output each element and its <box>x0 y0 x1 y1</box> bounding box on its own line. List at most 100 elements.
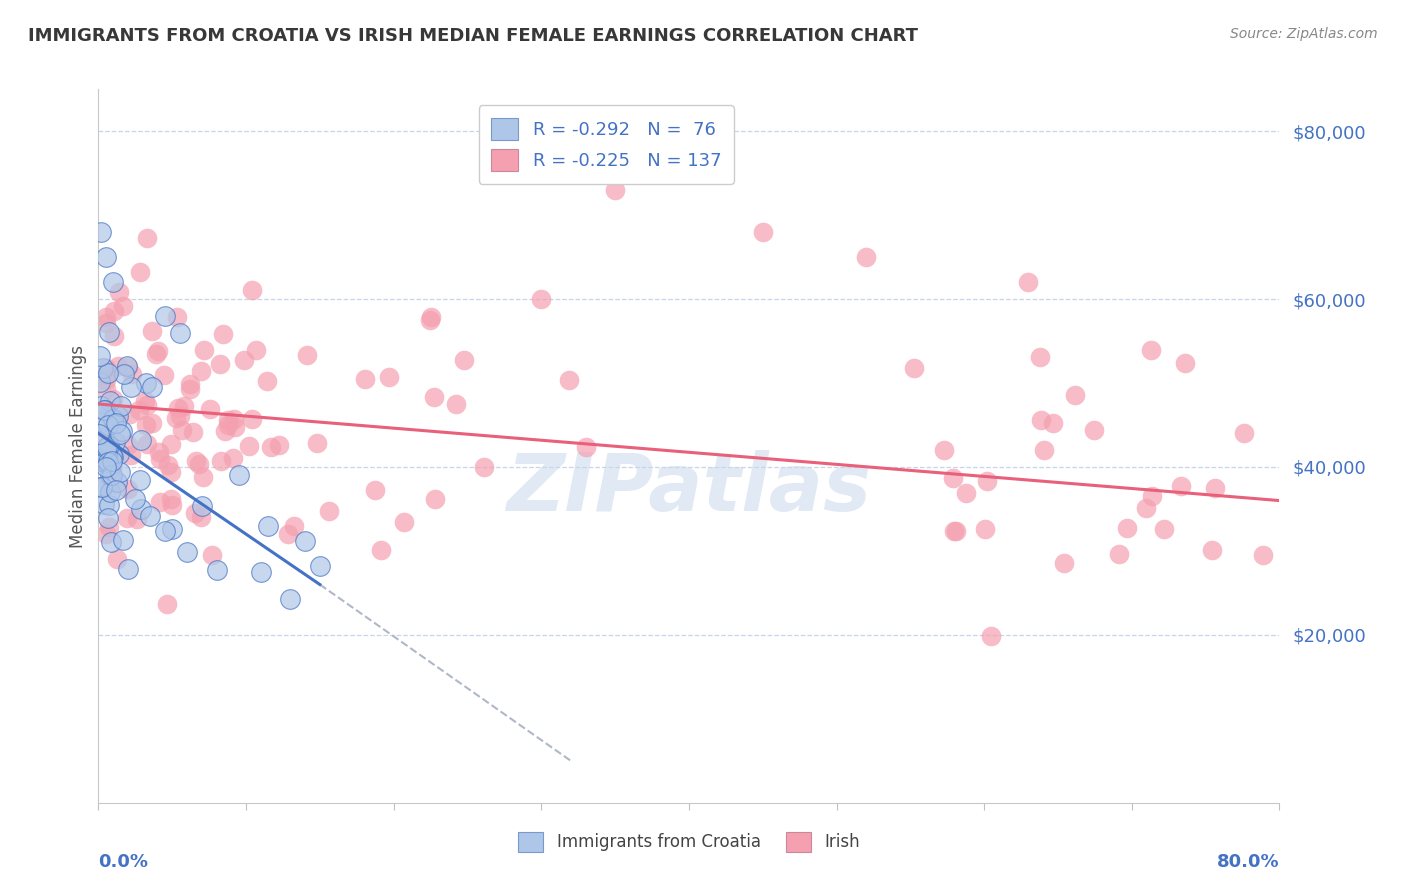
Point <box>1135 500 1157 515</box>
Point <box>96 427 118 442</box>
Text: IMMIGRANTS FROM CROATIA VS IRISH MEDIAN FEMALE EARNINGS CORRELATION CHART: IMMIGRANTS FROM CROATIA VS IRISH MEDIAN … <box>28 27 918 45</box>
Point <box>1204 481 1226 495</box>
Point <box>141 324 163 338</box>
Point <box>93 497 115 511</box>
Point <box>224 419 246 434</box>
Point <box>238 439 260 453</box>
Point <box>117 510 139 524</box>
Point <box>110 399 132 413</box>
Point <box>1233 426 1256 441</box>
Point <box>184 506 207 520</box>
Point <box>1108 548 1130 562</box>
Point <box>280 592 302 607</box>
Point <box>191 499 214 513</box>
Point <box>107 409 129 423</box>
Point <box>190 510 212 524</box>
Point <box>903 361 925 376</box>
Point <box>294 533 316 548</box>
Point <box>105 417 128 431</box>
Point <box>156 458 179 472</box>
Point <box>980 629 1002 643</box>
Point <box>160 466 183 480</box>
Point <box>209 454 232 468</box>
Point <box>1053 556 1076 570</box>
Point <box>97 418 120 433</box>
Point <box>217 412 239 426</box>
Point <box>295 348 318 362</box>
Point <box>193 343 215 357</box>
Point <box>153 524 176 538</box>
Point <box>1042 416 1064 430</box>
Point <box>91 415 114 429</box>
Point <box>96 441 118 455</box>
Point <box>1174 356 1197 370</box>
Point <box>125 512 148 526</box>
Point <box>165 410 187 425</box>
Point <box>120 448 142 462</box>
Point <box>176 545 198 559</box>
Point <box>973 522 995 536</box>
Point <box>105 552 128 566</box>
Legend: Immigrants from Croatia, Irish: Immigrants from Croatia, Irish <box>512 825 866 859</box>
Point <box>117 437 139 451</box>
Point <box>97 366 120 380</box>
Point <box>370 542 392 557</box>
Point <box>211 326 233 341</box>
Point <box>91 479 114 493</box>
Point <box>96 452 118 467</box>
Text: 0.0%: 0.0% <box>98 853 149 871</box>
Point <box>149 495 172 509</box>
Point <box>129 502 152 516</box>
Point <box>1116 521 1139 535</box>
Point <box>103 275 125 289</box>
Point <box>179 376 201 391</box>
Point <box>955 485 977 500</box>
Point <box>1139 343 1161 358</box>
Point <box>128 403 150 417</box>
Point <box>159 437 181 451</box>
Point <box>89 427 111 442</box>
Point <box>103 412 125 426</box>
Point <box>120 380 142 394</box>
Point <box>472 460 495 475</box>
Point <box>153 309 176 323</box>
Point <box>160 498 183 512</box>
Point <box>100 485 122 500</box>
Point <box>91 360 114 375</box>
Point <box>139 508 162 523</box>
Point <box>269 437 291 451</box>
Point <box>98 468 121 483</box>
Point <box>378 369 401 384</box>
Point <box>111 424 134 438</box>
Point <box>141 416 163 430</box>
Point <box>124 491 146 506</box>
Point <box>89 480 111 494</box>
Point <box>1142 490 1164 504</box>
Point <box>100 449 122 463</box>
Point <box>89 450 111 464</box>
Point <box>200 402 222 417</box>
Point <box>217 418 239 433</box>
Point <box>305 435 328 450</box>
Point <box>104 434 127 449</box>
Point <box>934 442 956 457</box>
Point <box>156 597 179 611</box>
Point <box>148 343 170 358</box>
Point <box>179 382 201 396</box>
Point <box>100 454 122 468</box>
Point <box>855 250 877 264</box>
Point <box>233 353 256 368</box>
Point <box>129 433 152 447</box>
Point <box>354 372 377 386</box>
Point <box>100 443 122 458</box>
Point <box>170 423 193 437</box>
Point <box>121 367 143 381</box>
Point <box>976 474 998 488</box>
Point <box>98 325 121 339</box>
Point <box>1018 275 1040 289</box>
Point <box>419 310 441 324</box>
Point <box>97 511 120 525</box>
Point <box>98 520 121 534</box>
Point <box>201 548 224 562</box>
Point <box>98 498 121 512</box>
